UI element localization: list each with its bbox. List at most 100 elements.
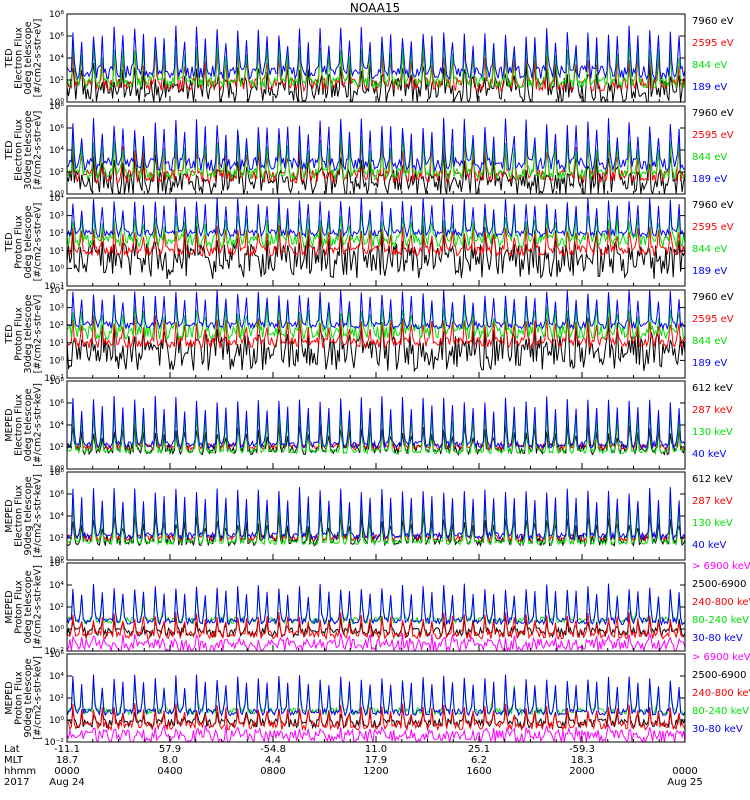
panel-frame (66, 105, 686, 195)
panel-data (67, 198, 685, 279)
series-line-5 (67, 674, 685, 717)
legend-entry: 7960 eV (692, 16, 734, 27)
y-axis-label: 0deg telescope (23, 388, 34, 461)
time-axis-tick-label: 1200 (363, 766, 388, 777)
y-tick-label: 10⁶ (49, 559, 64, 569)
time-axis-tick-label: 25.1 (468, 744, 490, 755)
time-axis-tick-label: 11.0 (365, 744, 387, 755)
legend-entry: > 6900 keV (692, 561, 750, 572)
legend-entry: 2595 eV (692, 314, 734, 325)
y-axis-label: [#/cm2-s-str-keV] (33, 474, 44, 558)
series-line-3 (67, 132, 685, 181)
panel-data (67, 395, 685, 456)
legend-entry: 30-80 keV (692, 633, 743, 644)
legend-entry: 80-240 keV (692, 615, 749, 626)
y-tick-label: 10⁰ (49, 356, 64, 366)
y-axis-label: [#/cm2-s-str-keV] (33, 383, 44, 467)
y-axis-label: Electron Flux (14, 27, 25, 89)
legend-entry: 240-800 keV (692, 688, 750, 699)
time-axis-tick-label: 18.7 (56, 755, 78, 766)
y-tick-label: 10² (49, 534, 64, 544)
y-tick-label: 10⁻² (44, 647, 64, 657)
chart-title: NOAA15 (349, 1, 401, 15)
series-line-3 (67, 702, 685, 732)
legend-entry: 287 keV (692, 496, 733, 507)
y-tick-label: 10⁰ (49, 264, 64, 274)
legend-entry: 2595 eV (692, 222, 734, 233)
y-tick-label: 10² (49, 321, 64, 331)
time-axis-tick-label: 18.3 (571, 755, 593, 766)
y-axis-label: 30deg telescope (23, 110, 34, 189)
panel-data (67, 487, 685, 548)
series-line-4 (67, 117, 685, 173)
legend-entry: 240-800 keV (692, 597, 750, 608)
y-axis-label: Electron Flux (14, 394, 25, 456)
y-axis-label: [#/cm2-s-str-keV] (33, 565, 44, 649)
y-tick-label: 10⁸ (49, 377, 64, 387)
series-line-4 (67, 395, 685, 450)
y-axis-label: 90deg telescope (23, 476, 34, 555)
y-tick-label: 10⁶ (49, 490, 64, 500)
time-axis-row-label: hhmm (4, 766, 36, 777)
legend-entry: 189 eV (692, 358, 727, 369)
time-axis-tick-label: -59.3 (569, 744, 595, 755)
y-tick-label: 10⁰ (49, 98, 64, 108)
time-axis-tick-label: 1600 (466, 766, 491, 777)
series-line-2 (67, 408, 685, 452)
y-axis-label: Proton Flux (14, 671, 25, 725)
y-tick-label: 10⁸ (49, 468, 64, 478)
series-line-3 (67, 40, 685, 89)
y-tick-label: 10⁻¹ (44, 374, 64, 384)
time-axis-tick-label: 0400 (157, 766, 182, 777)
series-line-4 (67, 588, 685, 626)
legend-entry: 612 keV (692, 474, 733, 485)
legend-entry: 189 eV (692, 82, 727, 93)
y-axis-label: 0deg telescope (23, 205, 34, 278)
y-axis-label: TED (4, 140, 15, 160)
legend-entry: 80-240 keV (692, 706, 749, 717)
time-axis-tick-label: 8.0 (162, 755, 178, 766)
y-tick-label: 10⁰ (49, 190, 64, 200)
legend-entry: > 6900 keV (692, 652, 750, 663)
y-axis-label: TED (4, 48, 15, 68)
y-axis-label: [#/cm2-s-str-eV] (33, 111, 44, 190)
series-line-4 (67, 487, 685, 541)
y-axis-label: TED (4, 232, 15, 252)
legend-entry: 130 keV (692, 427, 733, 438)
y-axis-label: Proton Flux (14, 307, 25, 361)
time-axis-tick-label: 4.4 (265, 755, 281, 766)
y-axis-label: Electron Flux (14, 485, 25, 547)
time-axis-tick-label: Aug 25 (667, 777, 702, 788)
legend-entry: 2500-6900 (692, 670, 747, 681)
y-tick-label: 10⁸ (49, 102, 64, 112)
time-axis-tick-label: 0000 (672, 766, 697, 777)
y-axis-label: MEPED (4, 590, 15, 623)
panel-frame (66, 380, 686, 470)
y-tick-label: 10² (49, 76, 64, 86)
y-tick-label: 10² (49, 694, 64, 704)
y-axis-label: [#/cm2-s-str-eV] (33, 295, 44, 374)
y-axis-label: Electron Flux (14, 119, 25, 181)
legend-entry: 844 eV (692, 60, 727, 71)
y-axis-label: 30deg telescope (23, 294, 34, 373)
legend-entry: 844 eV (692, 336, 727, 347)
y-axis-label: 0deg telescope (23, 21, 34, 94)
legend-entry: 612 keV (692, 383, 733, 394)
legend-entry: 40 keV (692, 540, 726, 551)
y-axis-label: MEPED (4, 681, 15, 714)
time-axis-row-label: MLT (4, 755, 24, 766)
legend-entry: 30-80 keV (692, 724, 743, 735)
y-tick-label: 10⁴ (49, 194, 64, 204)
time-axis-row-label: Lat (4, 744, 20, 755)
y-tick-label: 10⁰ (49, 716, 64, 726)
y-tick-label: 10⁰ (49, 556, 64, 566)
